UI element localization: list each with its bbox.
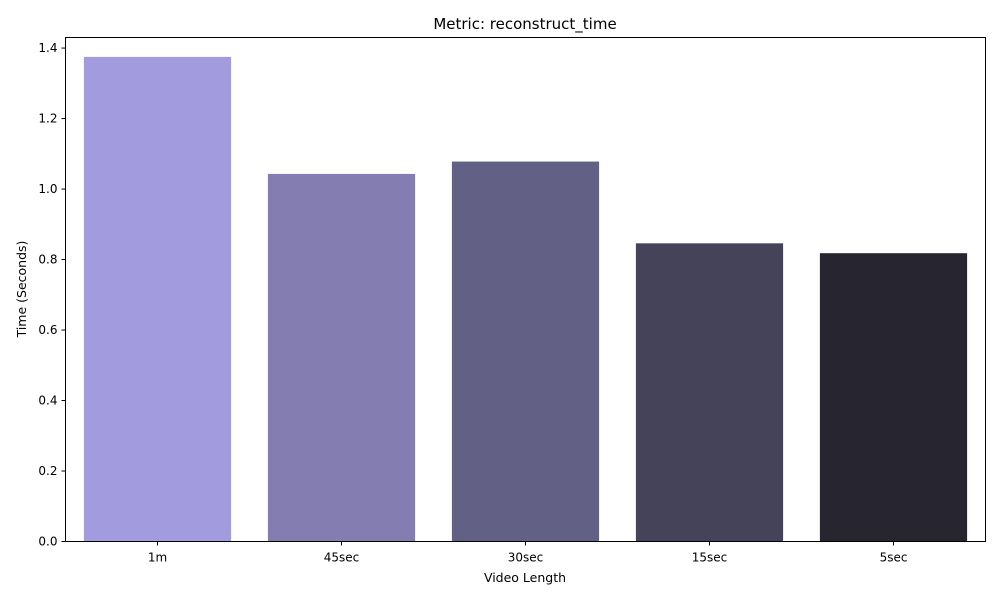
- bar-30sec: [451, 161, 600, 542]
- bar-5sec: [819, 253, 968, 542]
- y-tick-label: 0.6: [38, 323, 57, 337]
- y-tick-label: 1.4: [38, 41, 57, 55]
- x-axis-ticks: 1m 45sec 30sec 15sec 5sec: [148, 541, 908, 565]
- y-axis-label: Time (Seconds): [14, 241, 29, 339]
- x-tick-label: 15sec: [692, 551, 728, 565]
- y-axis-ticks: 0.0 0.2 0.4 0.6 0.8 1.0 1.2 1.4: [38, 41, 66, 549]
- y-tick-label: 0.2: [38, 464, 57, 478]
- x-tick-label: 1m: [148, 551, 167, 565]
- x-tick-label: 30sec: [508, 551, 544, 565]
- x-tick-label: 45sec: [324, 551, 360, 565]
- plot-frame: [65, 37, 986, 542]
- bars-group: [83, 56, 968, 542]
- bar-15sec: [635, 243, 784, 542]
- chart-title: Metric: reconstruct_time: [433, 15, 616, 34]
- x-tick-label: 5sec: [880, 551, 908, 565]
- y-tick-label: 0.8: [38, 253, 57, 267]
- x-axis-label: Video Length: [484, 570, 566, 585]
- bar-45sec: [267, 173, 416, 542]
- y-tick-label: 1.2: [38, 112, 57, 126]
- y-tick-label: 0.0: [38, 535, 57, 549]
- y-tick-label: 0.4: [38, 394, 57, 408]
- y-tick-label: 1.0: [38, 182, 57, 196]
- bar-1m: [83, 56, 232, 542]
